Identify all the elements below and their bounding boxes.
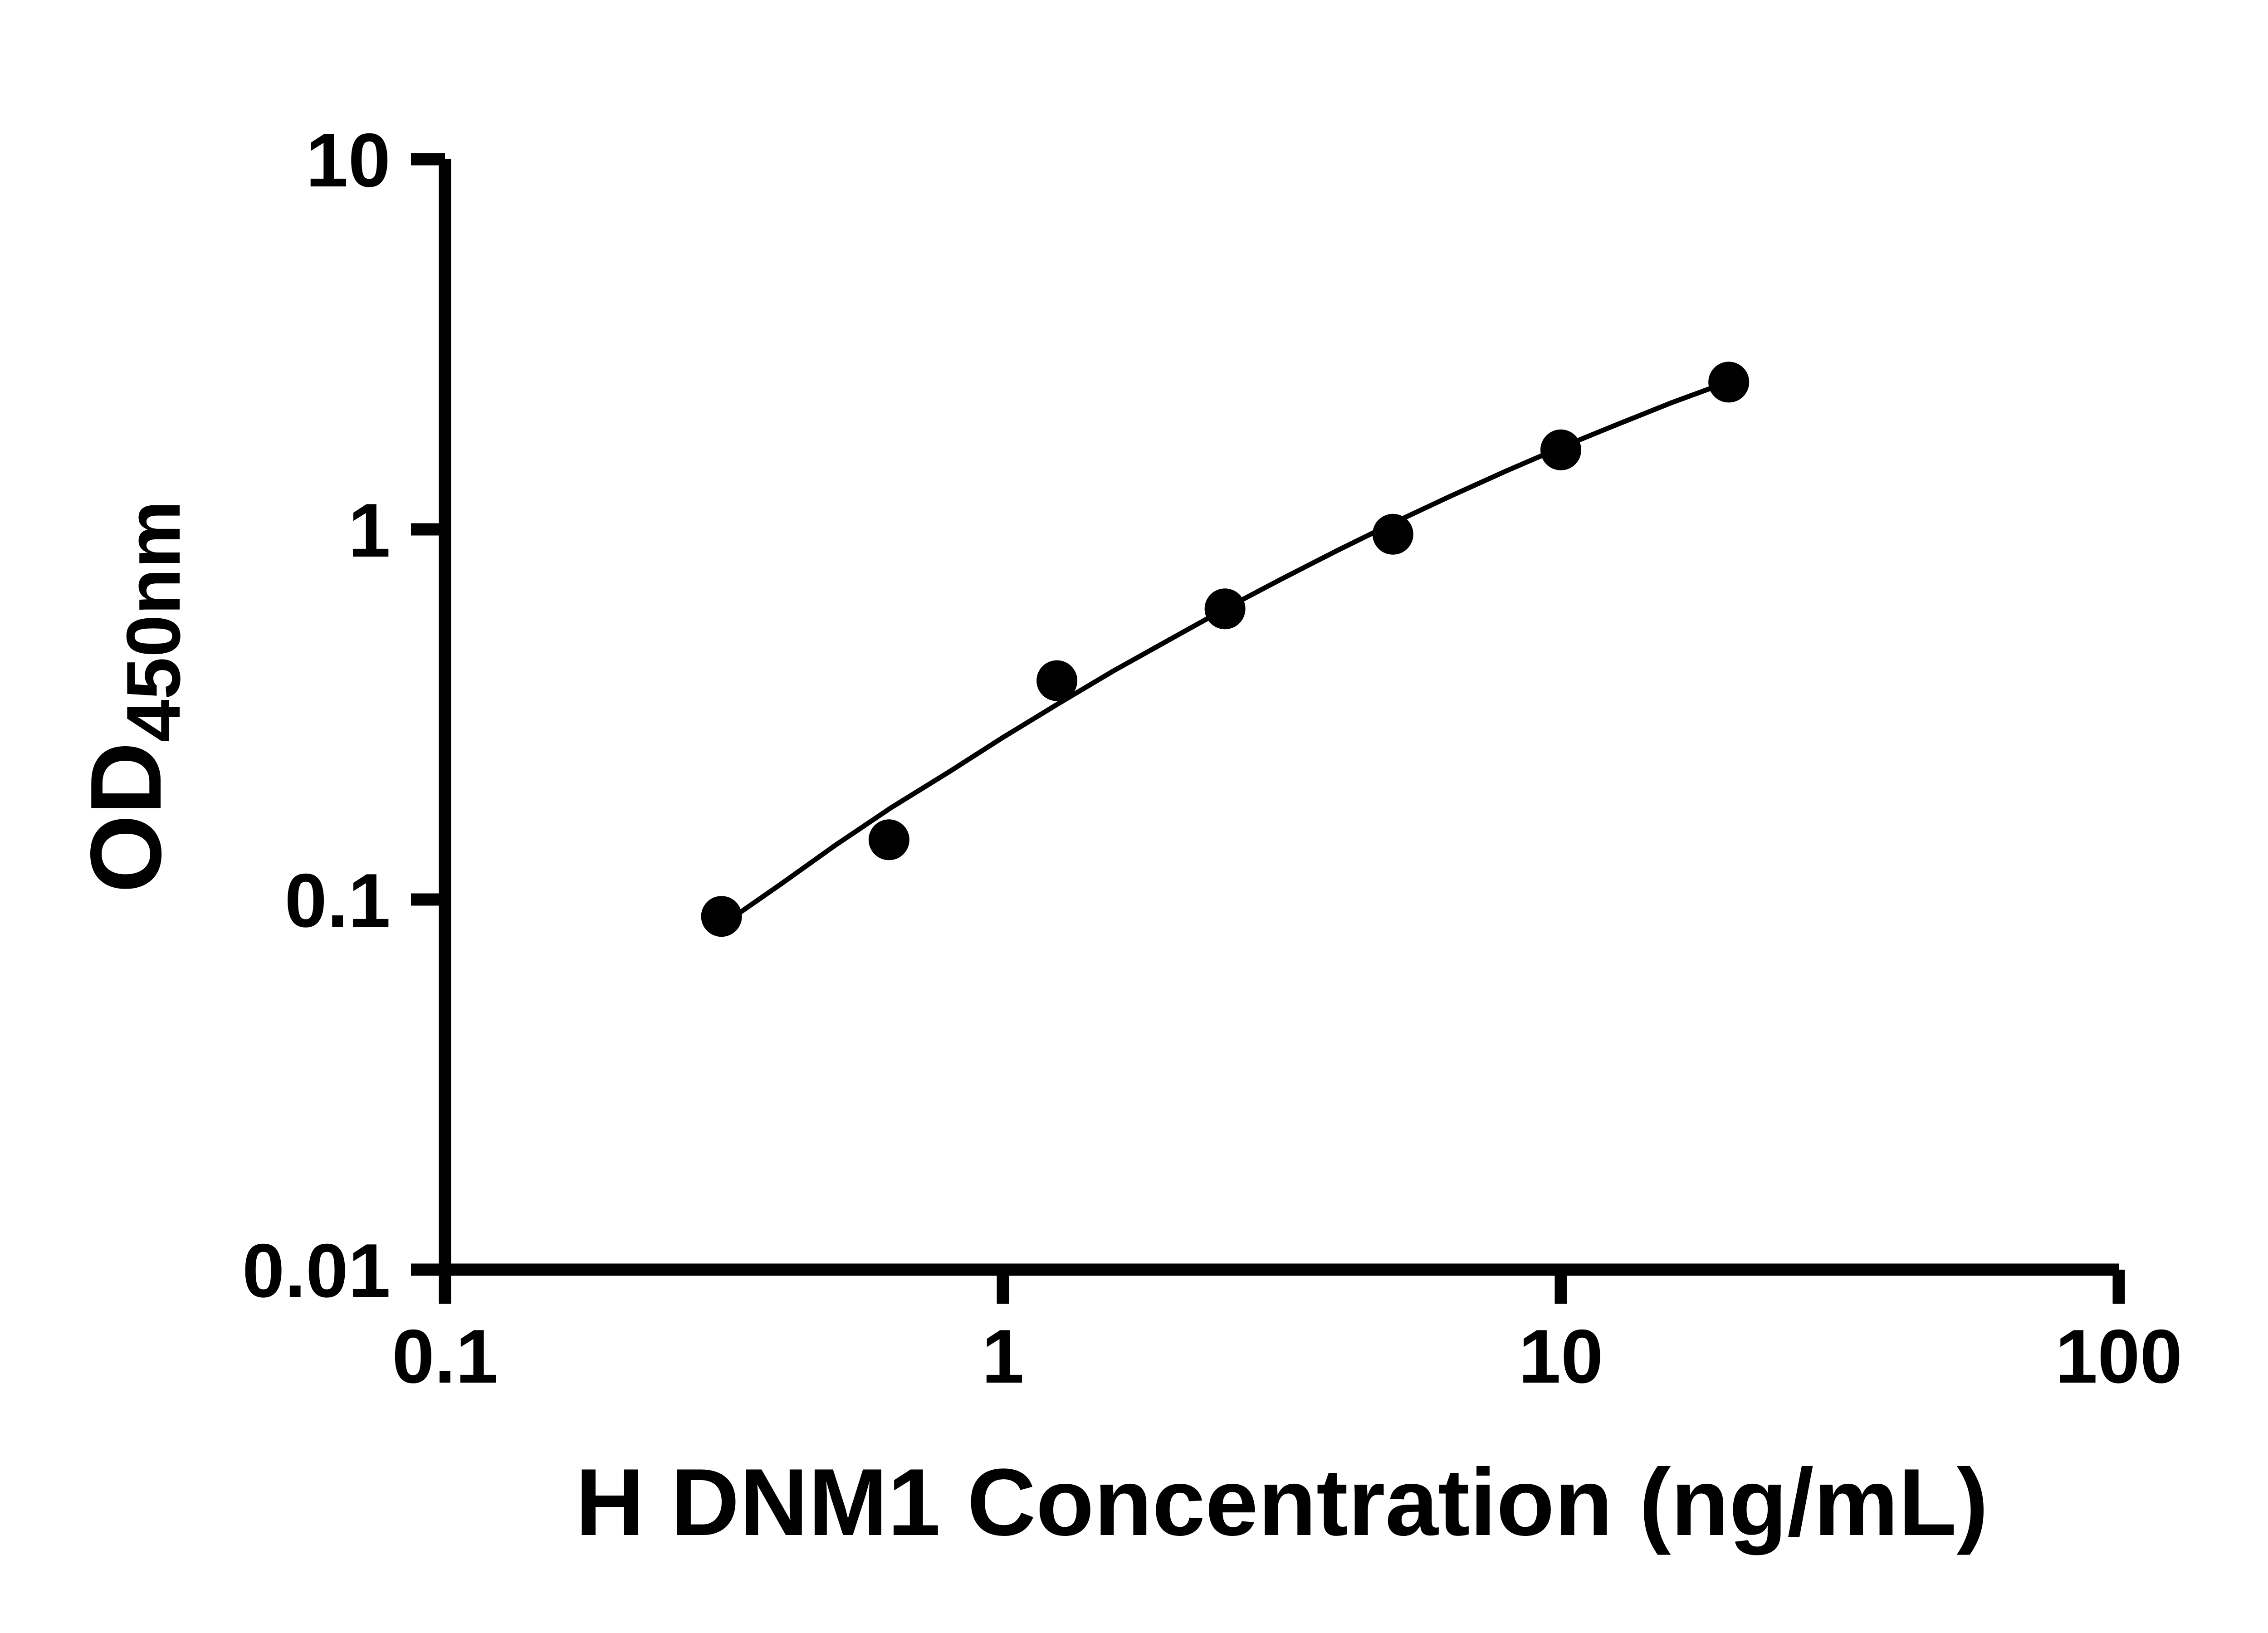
y-axis-title-main: OD xyxy=(70,742,182,893)
y-tick-label: 10 xyxy=(306,117,391,203)
axes-group xyxy=(439,159,2119,1276)
x-tick-label: 100 xyxy=(2055,1314,2182,1399)
x-tick-label: 1 xyxy=(982,1314,1024,1399)
data-point xyxy=(1708,362,1750,403)
data-points-group xyxy=(701,362,1750,937)
y-axis-ticks: 10 1 0.1 0.01 xyxy=(242,117,445,1313)
data-point xyxy=(701,896,742,937)
x-axis-ticks: 0.1 1 10 100 xyxy=(392,1270,2182,1399)
data-point xyxy=(868,819,909,861)
x-tick-label: 0.1 xyxy=(392,1314,498,1399)
x-tick-label: 10 xyxy=(1519,1314,1603,1399)
y-tick-label: 1 xyxy=(348,488,391,573)
data-point xyxy=(1204,588,1246,630)
axis-lines xyxy=(439,159,2119,1276)
y-axis-title: OD450nm xyxy=(70,500,196,893)
data-point xyxy=(1540,429,1581,470)
x-axis-title: H DNM1 Concentration (ng/mL) xyxy=(576,1449,1989,1555)
y-axis-title-subscript: 450nm xyxy=(111,500,196,742)
y-tick-label: 0.1 xyxy=(284,858,391,943)
y-tick-label: 0.01 xyxy=(242,1228,391,1313)
data-point xyxy=(1036,660,1078,701)
data-point xyxy=(1372,513,1413,555)
